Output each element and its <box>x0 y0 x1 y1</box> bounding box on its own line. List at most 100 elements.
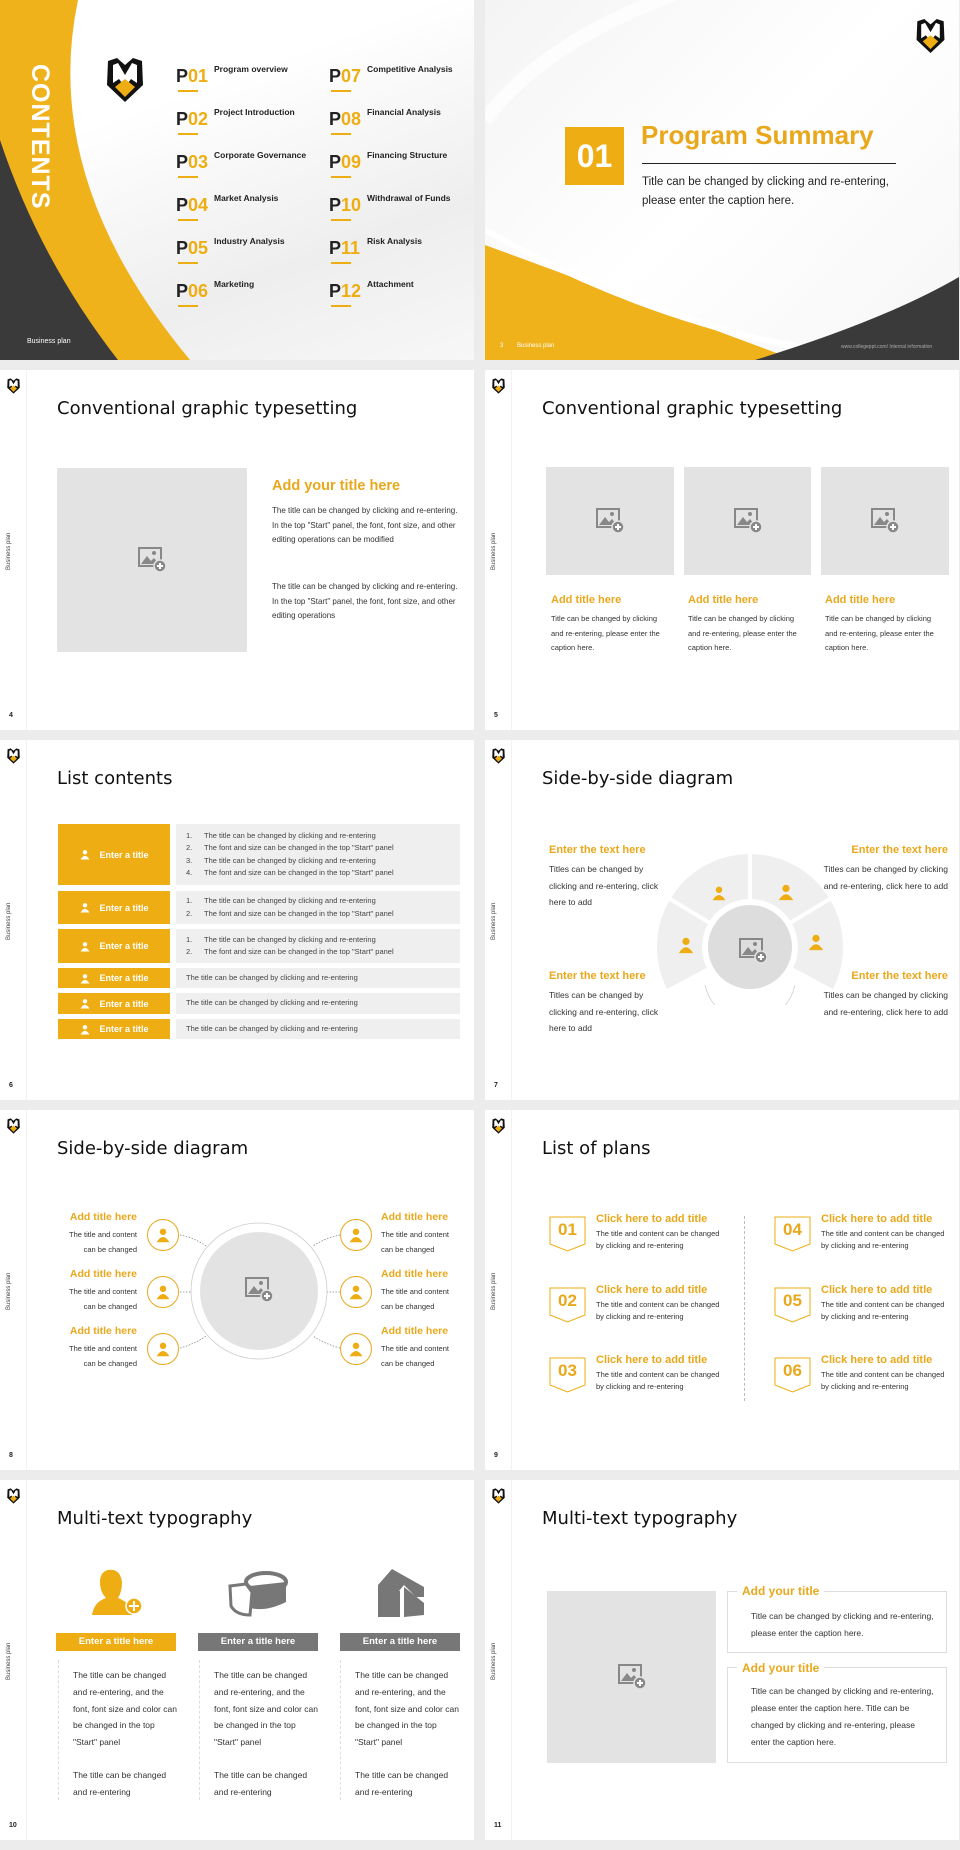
item-text[interactable]: The title and content can be changed <box>69 1230 137 1254</box>
list-line[interactable]: The title can be changed by clicking and… <box>186 972 358 982</box>
list-line[interactable]: 4. The font and size can be changed in th… <box>186 868 394 877</box>
column-text[interactable]: The title can be changed and re-entering… <box>214 1670 318 1748</box>
slide-7[interactable]: Business plan 7 Side-by-side diagram Ente… <box>485 740 959 1100</box>
item-text[interactable]: The title and content can be changed <box>69 1287 137 1311</box>
slide-title[interactable]: Multi-text typography <box>57 1508 253 1529</box>
plan-text[interactable]: The title and content can be changed by … <box>821 1300 945 1321</box>
item-text[interactable]: The title and content can be changed <box>381 1230 449 1254</box>
plan-title[interactable]: Click here to add title <box>596 1213 708 1225</box>
item-icon-circle[interactable] <box>340 1219 372 1251</box>
image-placeholder[interactable] <box>57 468 247 652</box>
slide-6[interactable]: Business plan 6 List contents Enter a tit… <box>0 740 474 1100</box>
column-header[interactable]: Enter a title here <box>340 1633 460 1651</box>
box-text[interactable]: Title can be changed by clicking and re-… <box>751 1686 934 1747</box>
card-text[interactable]: Title can be changed by clicking and re-… <box>688 614 797 652</box>
slide-title[interactable]: List of plans <box>542 1138 651 1159</box>
slide-8[interactable]: Business plan 8 Side-by-side diagram Add … <box>0 1110 474 1470</box>
content-heading[interactable]: Add your title here <box>272 478 401 494</box>
item-icon-circle[interactable] <box>340 1276 372 1308</box>
column-text[interactable]: The title can be changed and re-entering… <box>73 1670 177 1748</box>
contents-item[interactable]: P11 Risk Analysis <box>329 232 474 264</box>
slide-title[interactable]: Conventional graphic typesetting <box>57 398 358 419</box>
slide-5[interactable]: Business plan 5 Conventional graphic type… <box>485 370 959 730</box>
list-row-title[interactable]: Enter a title <box>58 968 170 988</box>
list-line[interactable]: 2. The font and size can be changed in th… <box>186 947 394 956</box>
contents-item[interactable]: P06 Marketing <box>176 275 326 307</box>
column-text[interactable]: The title can be changed and re-entering <box>214 1769 308 1797</box>
block-text[interactable]: Titles can be changed by clicking and re… <box>823 864 948 891</box>
list-line[interactable]: 2. The font and size can be changed in th… <box>186 908 394 918</box>
card-text[interactable]: Title can be changed by clicking and re-… <box>551 614 660 652</box>
plan-title[interactable]: Click here to add title <box>821 1354 933 1366</box>
item-title[interactable]: Add title here <box>381 1325 449 1337</box>
list-row-title[interactable]: Enter a title <box>58 824 170 885</box>
card-title[interactable]: Add title here <box>825 594 896 606</box>
slide-4[interactable]: Business plan 4 Conventional graphic type… <box>0 370 474 730</box>
plan-title[interactable]: Click here to add title <box>596 1354 708 1366</box>
plan-text[interactable]: The title and content can be changed by … <box>821 1229 945 1250</box>
list-line[interactable]: 3. The title can be changed by clicking a… <box>186 855 376 865</box>
slide-contents[interactable]: CONTENTS Business plan P01 Program overv… <box>0 0 474 360</box>
slide-10[interactable]: Business plan 10 Multi-text typography En… <box>0 1480 474 1840</box>
contents-item[interactable]: P02 Project Introduction <box>176 103 326 135</box>
contents-item[interactable]: P09 Financing Structure <box>329 146 474 178</box>
item-title[interactable]: Add title here <box>69 1268 137 1280</box>
contents-item[interactable]: P03 Corporate Governance <box>176 146 326 178</box>
section-subtitle-2[interactable]: please enter the caption here. <box>642 195 795 207</box>
column-text[interactable]: The title can be changed and re-entering <box>73 1769 167 1797</box>
slide-title[interactable]: Side-by-side diagram <box>57 1138 249 1159</box>
list-line[interactable]: 1. The title can be changed by clicking a… <box>186 934 376 944</box>
contents-item[interactable]: P12 Attachment <box>329 275 474 307</box>
item-text[interactable]: The title and content can be changed <box>381 1287 449 1311</box>
plan-text[interactable]: The title and content can be changed by … <box>596 1300 720 1321</box>
box-title[interactable]: Add your title <box>737 1584 825 1598</box>
contents-item[interactable]: P08 Financial Analysis <box>329 103 474 135</box>
image-placeholder[interactable] <box>547 1591 716 1763</box>
list-line[interactable]: The title can be changed by clicking and… <box>186 998 358 1008</box>
contents-item[interactable]: P10 Withdrawal of Funds <box>329 189 474 221</box>
list-row-title[interactable]: Enter a title <box>58 993 170 1014</box>
item-icon-circle[interactable] <box>147 1333 179 1365</box>
block-title[interactable]: Enter the text here <box>851 844 948 856</box>
block-text[interactable]: Titles can be changed by clicking and re… <box>823 990 948 1017</box>
column-text[interactable]: The title can be changed and re-entering <box>355 1769 449 1797</box>
slide-title[interactable]: Multi-text typography <box>542 1508 738 1529</box>
block-title[interactable]: Enter the text here <box>549 844 646 856</box>
box-text[interactable]: Title can be changed by clicking and re-… <box>751 1611 934 1638</box>
contents-item[interactable]: P05 Industry Analysis <box>176 232 326 264</box>
plan-title[interactable]: Click here to add title <box>821 1284 933 1296</box>
list-row-title[interactable]: Enter a title <box>58 929 170 963</box>
item-icon-circle[interactable] <box>147 1276 179 1308</box>
content-paragraph-1[interactable]: The title can be changed by clicking and… <box>272 506 458 544</box>
slide-section[interactable]: 01 Program Summary Title can be changed … <box>485 0 959 360</box>
item-title[interactable]: Add title here <box>69 1211 137 1223</box>
item-title[interactable]: Add title here <box>381 1268 449 1280</box>
item-text[interactable]: The title and content can be changed <box>381 1344 449 1368</box>
slide-9[interactable]: Business plan 9 List of plans 01 Click he… <box>485 1110 959 1470</box>
item-text[interactable]: The title and content can be changed <box>69 1344 137 1368</box>
list-row-title[interactable]: Enter a title <box>58 891 170 924</box>
image-placeholder[interactable] <box>546 467 674 575</box>
list-line[interactable]: 1. The title can be changed by clicking a… <box>186 896 376 905</box>
column-header[interactable]: Enter a title here <box>56 1633 176 1651</box>
column-text[interactable]: The title can be changed and re-entering… <box>355 1670 459 1748</box>
slide-11[interactable]: Business plan 11 Multi-text typography Ad… <box>485 1480 959 1840</box>
item-title[interactable]: Add title here <box>69 1325 137 1337</box>
image-placeholder[interactable] <box>684 467 811 575</box>
block-title[interactable]: Enter the text here <box>549 970 646 982</box>
card-title[interactable]: Add title here <box>688 594 759 606</box>
list-line[interactable]: 1. The title can be changed by clicking a… <box>186 830 376 840</box>
block-title[interactable]: Enter the text here <box>851 970 948 982</box>
block-text[interactable]: Titles can be changed by clicking and re… <box>549 864 659 908</box>
plan-text[interactable]: The title and content can be changed by … <box>821 1370 945 1391</box>
list-line[interactable]: 2. The font and size can be changed in th… <box>186 843 394 852</box>
plan-title[interactable]: Click here to add title <box>596 1284 708 1296</box>
list-row-title[interactable]: Enter a title <box>58 1019 170 1039</box>
contents-item[interactable]: P04 Market Analysis <box>176 189 326 221</box>
item-icon-circle[interactable] <box>147 1219 179 1251</box>
slide-title[interactable]: List contents <box>57 768 173 789</box>
contents-item[interactable]: P01 Program overview <box>176 60 326 92</box>
slide-title[interactable]: Side-by-side diagram <box>542 768 734 789</box>
plan-text[interactable]: The title and content can be changed by … <box>596 1229 720 1250</box>
content-paragraph-2[interactable]: The title can be changed by clicking and… <box>272 582 458 620</box>
